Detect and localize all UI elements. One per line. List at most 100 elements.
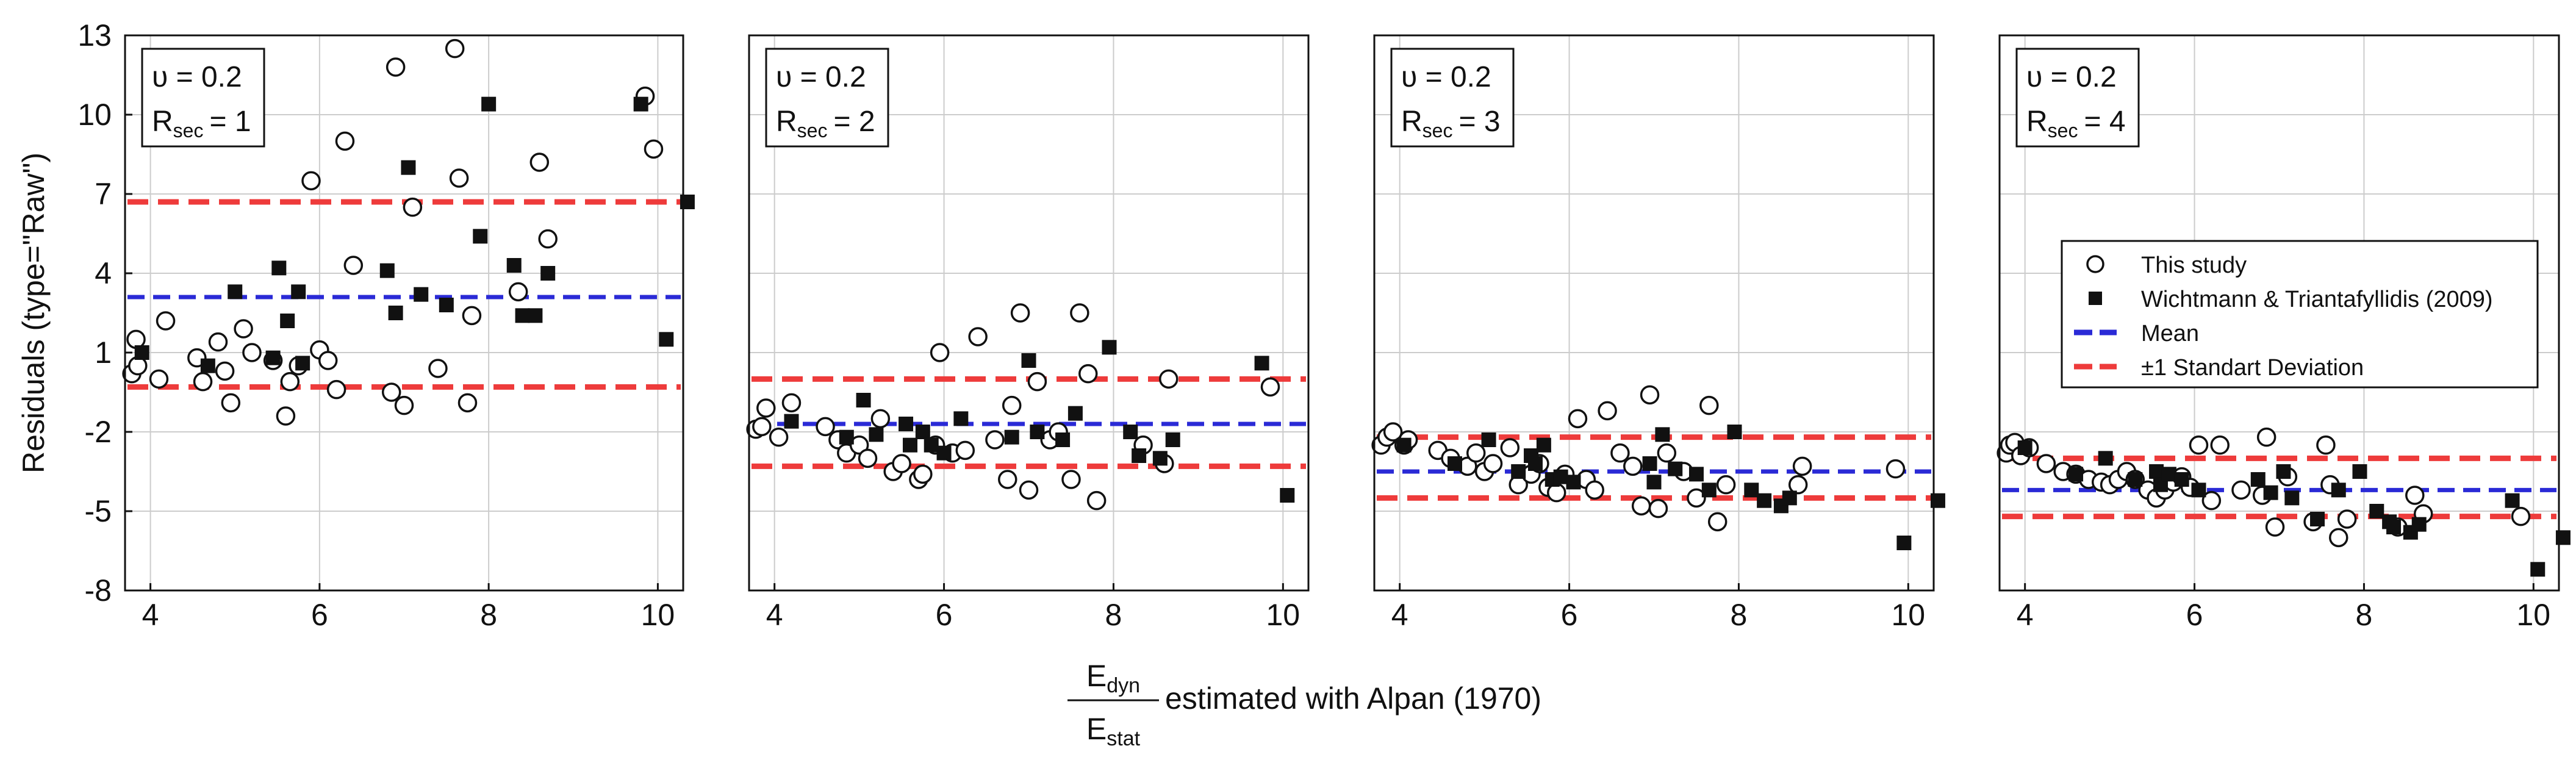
- wichtmann-point: [1646, 475, 1662, 490]
- wichtmann-point: [439, 298, 454, 312]
- this-study-point: [1640, 385, 1660, 405]
- wichtmann-point: [271, 260, 287, 276]
- annotation-rsec: Rsec = 2: [776, 106, 875, 142]
- wichtmann-point: [2174, 472, 2189, 487]
- wichtmann-point: [265, 350, 281, 365]
- wichtmann-point: [1655, 427, 1670, 442]
- this-study-point: [2231, 480, 2251, 500]
- this-study-point: [1078, 364, 1098, 384]
- wichtmann-point: [1782, 490, 1797, 506]
- wichtmann-point: [915, 425, 930, 439]
- this-study-point: [1585, 480, 1604, 500]
- this-study-point: [335, 131, 355, 151]
- wichtmann-point: [1102, 340, 1117, 355]
- x-label-denominator: Estat: [1086, 712, 1141, 750]
- wichtmann-point: [784, 414, 799, 429]
- wichtmann-point: [2411, 517, 2427, 532]
- wichtmann-point: [869, 427, 884, 442]
- this-study-point: [381, 382, 401, 402]
- wichtmann-point: [2161, 467, 2176, 482]
- this-study-point: [2511, 506, 2531, 526]
- this-study-point: [1631, 496, 1651, 516]
- wichtmann-point: [540, 266, 556, 281]
- this-study-point: [2405, 486, 2425, 505]
- annotation-nu: υ = 0.2: [152, 61, 242, 93]
- wichtmann-point: [280, 314, 295, 328]
- annotation-rsec: Rsec = 1: [152, 106, 251, 142]
- y-tick-label: 4: [95, 256, 112, 290]
- this-study-point: [1086, 490, 1107, 511]
- wichtmann-point: [1123, 425, 1138, 439]
- this-study-point: [462, 306, 482, 326]
- this-study-point: [769, 427, 789, 447]
- x-tick-label: 6: [2186, 598, 2203, 632]
- wichtmann-point: [1481, 432, 1496, 447]
- y-tick-label: 13: [77, 18, 112, 52]
- this-study-point: [394, 395, 414, 415]
- plot-frame: [1373, 34, 1935, 592]
- wichtmann-point: [1132, 448, 1147, 463]
- x-tick-label: 10: [1266, 598, 1301, 632]
- this-study-point: [1885, 459, 1906, 479]
- x-label-suffix: estimated with Alpan (1970): [1165, 681, 1541, 716]
- legend-label: Wichtmann & Triantafyllidis (2009): [2141, 287, 2493, 312]
- wichtmann-point: [2352, 464, 2367, 479]
- this-study-point: [221, 393, 241, 413]
- wichtmann-point: [515, 308, 530, 323]
- wichtmann-point: [1280, 488, 1295, 503]
- this-study-point: [1383, 422, 1403, 442]
- this-study-point: [1027, 371, 1047, 392]
- annotation-box: [1390, 48, 1515, 148]
- this-study-point: [1699, 395, 1719, 415]
- this-study-point: [985, 430, 1005, 450]
- this-study-point: [752, 417, 772, 437]
- this-study-point: [644, 139, 664, 159]
- this-study-point: [1568, 409, 1588, 429]
- wichtmann-point: [1030, 425, 1045, 439]
- wichtmann-point: [633, 96, 648, 112]
- this-study-point: [386, 57, 406, 77]
- wichtmann-point: [1067, 406, 1083, 421]
- this-study-point: [1716, 475, 1736, 495]
- y-tick-label: -2: [85, 415, 112, 449]
- wichtmann-point: [2068, 467, 2084, 482]
- wichtmann-point: [1165, 432, 1180, 447]
- wichtmann-point: [2530, 562, 2546, 577]
- this-study-point: [858, 448, 878, 468]
- wichtmann-point: [295, 356, 310, 371]
- annotation-box: [765, 48, 889, 148]
- x-label-numerator: Edyn: [1086, 659, 1140, 697]
- x-tick-label: 6: [1561, 598, 1578, 632]
- wichtmann-point: [1396, 437, 1412, 453]
- this-study-point: [2337, 509, 2357, 529]
- annotation-rsec: Rsec = 4: [2026, 106, 2126, 142]
- this-study-point: [2201, 490, 2222, 511]
- this-study-point: [343, 256, 364, 275]
- wichtmann-point: [839, 429, 854, 445]
- this-study-point: [428, 359, 448, 378]
- this-study-point: [508, 282, 528, 302]
- this-study-point: [234, 319, 253, 339]
- wichtmann-point: [291, 284, 306, 300]
- wichtmann-point: [1688, 467, 1704, 482]
- y-tick-label: -5: [85, 494, 112, 528]
- wichtmann-point: [2505, 493, 2520, 508]
- legend: This study Wichtmann & Triantafyllidis (2…: [2061, 240, 2539, 389]
- legend-label: ±1 Standart Deviation: [2141, 355, 2364, 381]
- wichtmann-point: [2250, 472, 2266, 487]
- wichtmann-point: [1021, 353, 1036, 368]
- wichtmann-point: [1055, 432, 1071, 447]
- this-study-point: [1483, 454, 1503, 473]
- x-tick-label: 4: [142, 598, 159, 632]
- this-study-point: [955, 440, 975, 461]
- wichtmann-point: [473, 229, 488, 244]
- this-study-point: [529, 152, 550, 172]
- x-tick-label: 8: [480, 598, 497, 632]
- this-study-point: [2036, 454, 2056, 473]
- wichtmann-point: [2331, 483, 2346, 498]
- wichtmann-point: [228, 284, 243, 300]
- wichtmann-point: [388, 306, 403, 320]
- y-axis-label: Residuals (type="Raw"): [16, 152, 51, 473]
- this-study-point: [913, 464, 933, 484]
- this-study-point: [1788, 475, 1808, 495]
